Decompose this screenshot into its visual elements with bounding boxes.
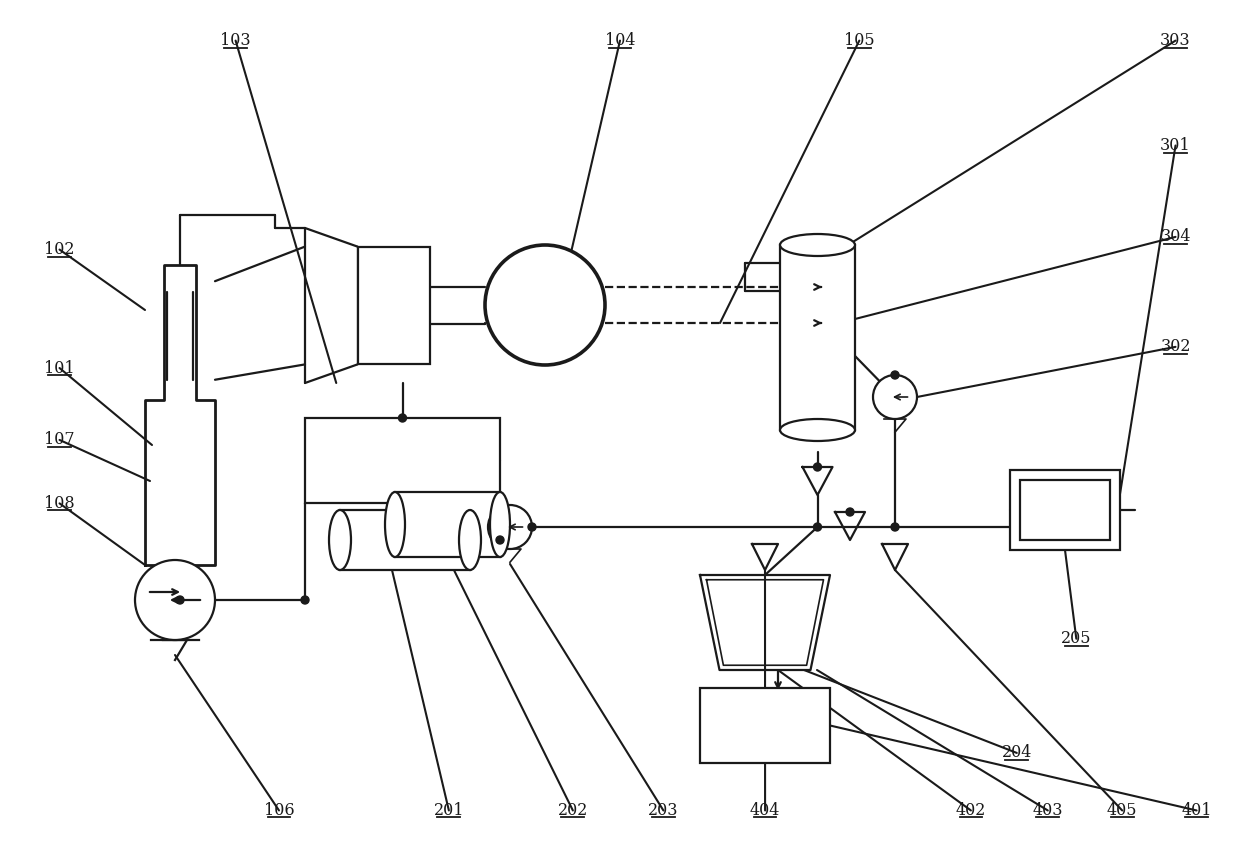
Text: 205: 205 — [1061, 630, 1091, 647]
Bar — [305, 418, 500, 503]
Ellipse shape — [780, 419, 856, 441]
Text: 304: 304 — [1161, 228, 1190, 245]
Text: 103: 103 — [221, 32, 250, 49]
Text: 403: 403 — [1033, 802, 1063, 819]
Text: 108: 108 — [45, 495, 74, 512]
Text: 107: 107 — [45, 431, 74, 448]
Circle shape — [301, 596, 309, 604]
Circle shape — [846, 508, 854, 516]
Text: 203: 203 — [649, 802, 678, 819]
Bar — [357, 246, 430, 365]
Circle shape — [489, 505, 532, 549]
Circle shape — [496, 536, 503, 544]
Circle shape — [892, 371, 899, 379]
Bar — [340, 510, 470, 570]
Text: 106: 106 — [264, 802, 294, 819]
Text: 301: 301 — [1161, 137, 1190, 154]
Circle shape — [813, 463, 821, 471]
Circle shape — [873, 375, 918, 419]
Circle shape — [398, 414, 407, 422]
Polygon shape — [701, 575, 830, 670]
Text: 404: 404 — [750, 802, 780, 819]
Ellipse shape — [384, 492, 405, 557]
Bar — [1021, 480, 1110, 540]
Text: 401: 401 — [1182, 802, 1211, 819]
Text: 204: 204 — [1002, 744, 1032, 761]
Bar — [1011, 470, 1120, 550]
Ellipse shape — [780, 234, 856, 256]
Text: 102: 102 — [45, 241, 74, 258]
Text: 101: 101 — [45, 360, 74, 376]
Bar — [701, 688, 830, 763]
Bar — [780, 245, 856, 430]
Text: 201: 201 — [434, 802, 464, 819]
Ellipse shape — [459, 510, 481, 570]
Text: 303: 303 — [1161, 32, 1190, 49]
Polygon shape — [145, 265, 215, 565]
Circle shape — [528, 523, 536, 531]
Circle shape — [135, 560, 215, 640]
Circle shape — [176, 596, 184, 604]
Ellipse shape — [329, 510, 351, 570]
Text: 405: 405 — [1107, 802, 1137, 819]
Text: 202: 202 — [558, 802, 588, 819]
Text: 302: 302 — [1161, 338, 1190, 355]
Circle shape — [485, 245, 605, 365]
Text: 105: 105 — [844, 32, 874, 49]
Ellipse shape — [490, 492, 510, 557]
Bar — [396, 492, 500, 557]
Circle shape — [813, 523, 821, 531]
Text: 104: 104 — [605, 32, 635, 49]
Text: 402: 402 — [956, 802, 986, 819]
Circle shape — [892, 523, 899, 531]
